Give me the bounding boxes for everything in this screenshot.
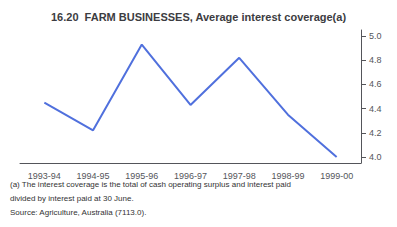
svg-text:4.2: 4.2 [369,128,382,138]
svg-text:1996-97: 1996-97 [174,171,207,181]
svg-text:(a) The interest coverage is t: (a) The interest coverage is the total o… [10,180,291,189]
svg-text:1999-00: 1999-00 [320,171,353,181]
svg-text:4.6: 4.6 [369,79,382,89]
svg-text:1998-99: 1998-99 [271,171,304,181]
svg-text:1993-94: 1993-94 [28,171,61,181]
svg-text:4.4: 4.4 [369,104,382,114]
svg-text:1997-98: 1997-98 [223,171,256,181]
svg-text:1994-95: 1994-95 [77,171,110,181]
svg-text:divided by interest paid at 30: divided by interest paid at 30 June. [10,194,134,203]
svg-text:1995-96: 1995-96 [125,171,158,181]
svg-text:16.20 FARM BUSINESSES, Averag: 16.20 FARM BUSINESSES, Average interest … [51,11,346,23]
svg-text:5.0: 5.0 [369,31,382,41]
svg-text:4.0: 4.0 [369,152,382,162]
svg-text:4.8: 4.8 [369,55,382,65]
svg-text:Source: Agriculture, Australia: Source: Agriculture, Australia (7113.0). [10,208,146,217]
